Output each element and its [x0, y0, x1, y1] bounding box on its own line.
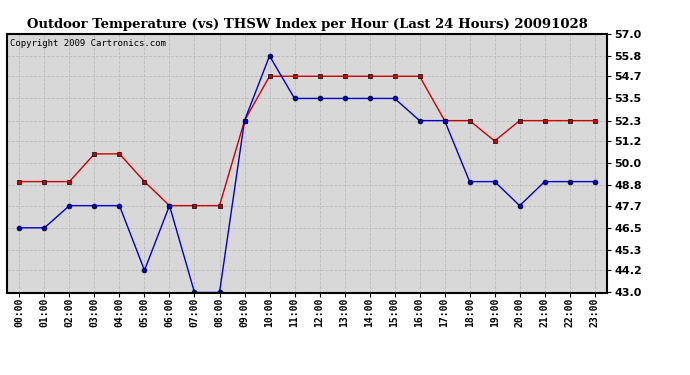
Text: Copyright 2009 Cartronics.com: Copyright 2009 Cartronics.com: [10, 39, 166, 48]
Title: Outdoor Temperature (vs) THSW Index per Hour (Last 24 Hours) 20091028: Outdoor Temperature (vs) THSW Index per …: [27, 18, 587, 31]
